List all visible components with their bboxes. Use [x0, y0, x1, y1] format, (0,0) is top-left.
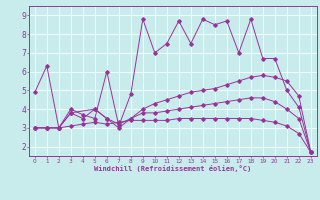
X-axis label: Windchill (Refroidissement éolien,°C): Windchill (Refroidissement éolien,°C) [94, 165, 252, 172]
